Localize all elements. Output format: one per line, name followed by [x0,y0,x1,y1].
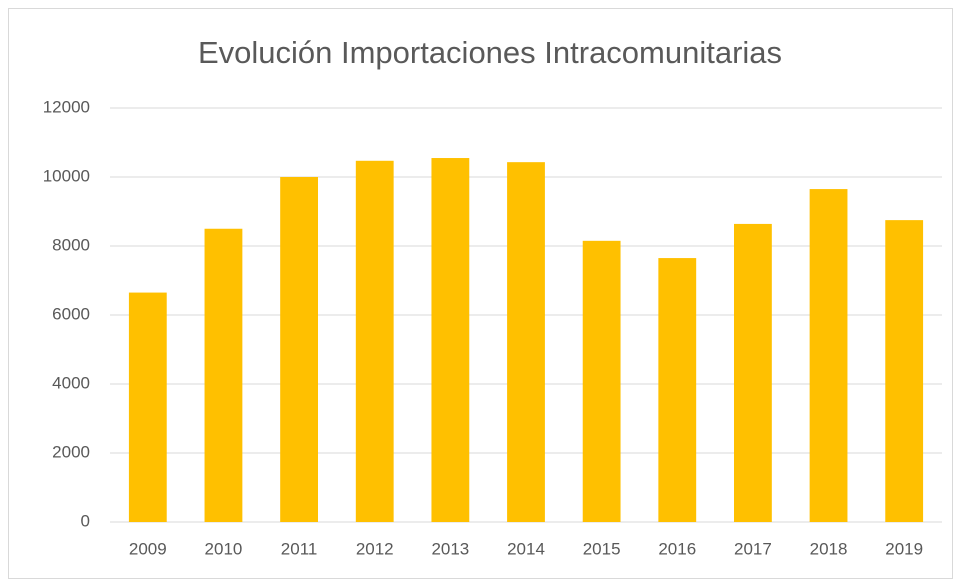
x-tick-label: 2019 [885,539,923,558]
x-tick-label: 2013 [431,539,469,558]
x-tick-label: 2017 [734,539,772,558]
x-tick-label: 2012 [356,539,394,558]
y-tick-label: 12000 [43,97,90,116]
y-tick-label: 6000 [52,304,90,323]
x-tick-label: 2018 [810,539,848,558]
bar [885,220,924,522]
bar [128,292,167,522]
x-tick-label: 2011 [281,539,318,558]
bar [431,158,470,522]
bar [658,258,697,522]
bar [204,228,243,522]
x-tick-label: 2009 [129,539,167,558]
bar [280,177,318,522]
bar [582,240,621,522]
y-tick-label: 2000 [52,442,90,461]
bar [809,189,848,522]
bar [355,160,394,522]
chart-title: Evolución Importaciones Intracomunitaria… [198,35,782,70]
bar [507,162,545,523]
y-tick-label: 8000 [52,235,90,254]
y-tick-label: 10000 [43,166,90,185]
y-tick-label: 4000 [52,373,90,392]
x-tick-label: 2016 [658,539,696,558]
x-tick-label: 2014 [507,539,545,558]
x-tick-label: 2015 [583,539,621,558]
bar [734,223,772,523]
y-tick-label: 0 [81,511,90,530]
x-tick-label: 2010 [205,539,243,558]
